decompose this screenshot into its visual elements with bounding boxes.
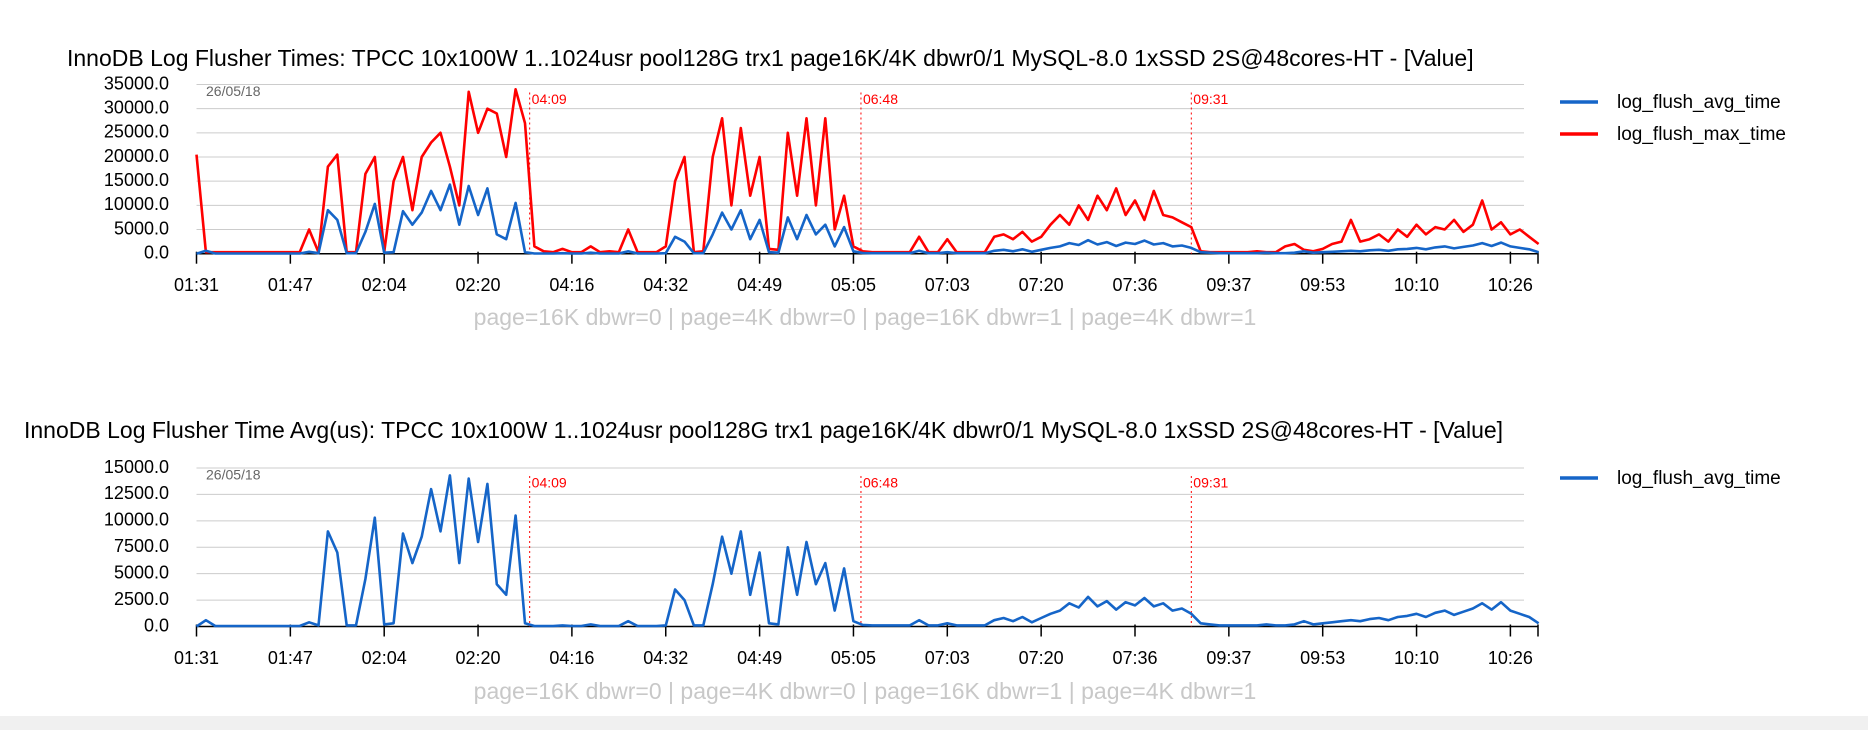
x-tick-label: 10:10 — [1394, 648, 1439, 668]
x-tick-label: 04:49 — [737, 648, 782, 668]
y-tick-label: 7500.0 — [114, 536, 169, 556]
y-tick-label: 35000.0 — [104, 73, 169, 93]
x-tick-label: 01:31 — [174, 648, 219, 668]
x-tick-label: 01:47 — [268, 275, 313, 295]
x-tick-label: 04:16 — [549, 648, 594, 668]
x-tick-label: 09:53 — [1300, 648, 1345, 668]
marker-label: 09:31 — [1193, 91, 1228, 107]
subtitle: page=16K dbwr=0 | page=4K dbwr=0 | page=… — [474, 304, 1257, 330]
x-tick-label: 02:20 — [456, 648, 501, 668]
x-tick-label: 02:04 — [362, 275, 407, 295]
y-tick-label: 15000.0 — [104, 170, 169, 190]
chart-title: InnoDB Log Flusher Time Avg(us): TPCC 10… — [24, 417, 1503, 443]
x-tick-label: 07:20 — [1019, 648, 1064, 668]
legend-label: log_flush_avg_time — [1617, 92, 1781, 113]
y-tick-label: 5000.0 — [114, 562, 169, 582]
x-tick-label: 09:37 — [1206, 648, 1251, 668]
x-tick-label: 09:37 — [1206, 275, 1251, 295]
chart-title: InnoDB Log Flusher Times: TPCC 10x100W 1… — [67, 45, 1474, 71]
date-label: 26/05/18 — [206, 83, 261, 99]
y-tick-label: 10000.0 — [104, 194, 169, 214]
x-tick-label: 02:04 — [362, 648, 407, 668]
series-line — [195, 474, 1540, 628]
y-tick-label: 15000.0 — [104, 457, 169, 477]
x-tick-label: 04:16 — [549, 275, 594, 295]
x-tick-label: 10:26 — [1488, 275, 1533, 295]
y-tick-label: 25000.0 — [104, 122, 169, 142]
series-line — [195, 88, 1540, 254]
x-tick-label: 04:32 — [643, 648, 688, 668]
x-tick-label: 10:10 — [1394, 275, 1439, 295]
bottom-band — [0, 716, 1868, 730]
x-tick-label: 07:20 — [1019, 275, 1064, 295]
x-tick-label: 09:53 — [1300, 275, 1345, 295]
y-tick-label: 5000.0 — [114, 218, 169, 238]
marker-label: 06:48 — [863, 475, 898, 491]
y-tick-label: 20000.0 — [104, 146, 169, 166]
marker-label: 09:31 — [1193, 475, 1228, 491]
subtitle: page=16K dbwr=0 | page=4K dbwr=0 | page=… — [474, 678, 1257, 704]
legend-label: log_flush_max_time — [1617, 124, 1786, 145]
x-tick-label: 07:03 — [925, 275, 970, 295]
x-tick-label: 07:36 — [1112, 648, 1157, 668]
x-tick-label: 05:05 — [831, 275, 876, 295]
x-tick-label: 01:31 — [174, 275, 219, 295]
legend-label: log_flush_avg_time — [1617, 468, 1781, 489]
x-tick-label: 01:47 — [268, 648, 313, 668]
y-tick-label: 10000.0 — [104, 510, 169, 530]
marker-label: 04:09 — [532, 475, 567, 491]
x-tick-label: 02:20 — [456, 275, 501, 295]
x-tick-label: 05:05 — [831, 648, 876, 668]
y-tick-label: 12500.0 — [104, 483, 169, 503]
y-tick-label: 0.0 — [144, 242, 169, 262]
date-label: 26/05/18 — [206, 467, 261, 483]
x-tick-label: 10:26 — [1488, 648, 1533, 668]
y-tick-label: 2500.0 — [114, 589, 169, 609]
y-tick-label: 30000.0 — [104, 97, 169, 117]
series-line — [196, 183, 1539, 255]
x-tick-label: 04:32 — [643, 275, 688, 295]
x-tick-label: 07:03 — [925, 648, 970, 668]
marker-label: 04:09 — [532, 91, 567, 107]
y-tick-label: 0.0 — [144, 615, 169, 635]
x-tick-label: 07:36 — [1112, 275, 1157, 295]
x-tick-label: 04:49 — [737, 275, 782, 295]
marker-label: 06:48 — [863, 91, 898, 107]
